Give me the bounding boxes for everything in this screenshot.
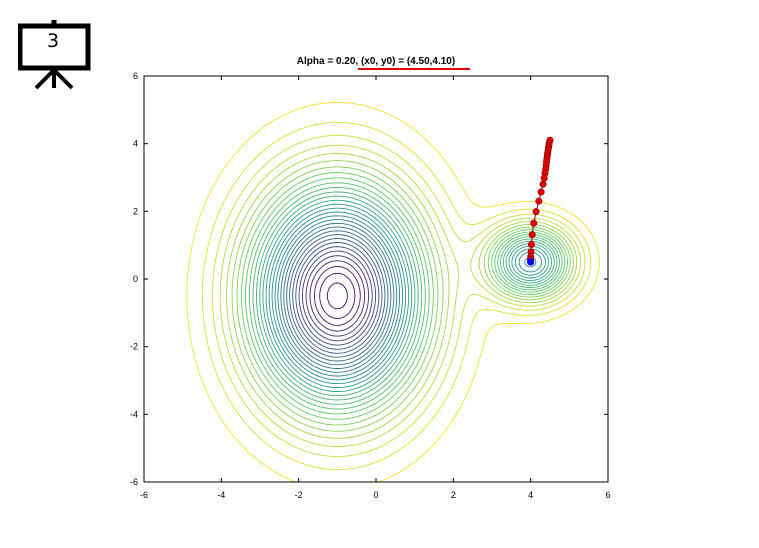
path-point: [535, 197, 543, 205]
path-point: [537, 188, 545, 196]
contour-level: [262, 199, 553, 392]
contour-level: [280, 222, 395, 369]
axis-ticks: -6 -4 -2 0 2 4 6 -6 -4 -2 0 2 4 6: [130, 71, 611, 500]
path-point: [540, 174, 548, 182]
contour-level: [256, 191, 558, 401]
y-tick-label: -2: [130, 342, 138, 352]
final-point: [527, 258, 535, 266]
contour-level: [271, 211, 543, 381]
contour-level: [305, 255, 370, 337]
x-tick-label: 2: [451, 490, 456, 500]
contour-level: [326, 282, 348, 310]
contour-level: [298, 246, 377, 346]
contour-level: [252, 187, 560, 405]
contour-level: [268, 207, 546, 385]
x-tick-label: 4: [528, 490, 533, 500]
contour-level: [226, 153, 578, 439]
contour-level: [301, 250, 373, 342]
contour-lines: [186, 102, 600, 482]
y-tick-label: 6: [133, 71, 138, 81]
contour-level: [313, 266, 361, 326]
contour-level: [248, 182, 563, 410]
contour-level: [240, 172, 568, 420]
y-tick-label: 2: [133, 206, 138, 216]
y-tick-label: -6: [130, 477, 138, 487]
contour-level: [259, 195, 555, 397]
contour-level: [245, 177, 566, 415]
y-tick-label: -4: [130, 409, 138, 419]
x-tick-label: -6: [140, 490, 148, 500]
contour-level: [295, 242, 380, 350]
presentation-board-icon: [18, 20, 91, 90]
x-tick-label: -2: [295, 490, 303, 500]
contour-level: [289, 234, 386, 358]
contour-level: [236, 166, 571, 426]
contour-level: [186, 102, 600, 482]
contour-level: [286, 230, 389, 362]
contour-level: [319, 272, 356, 319]
x-tick-label: 0: [373, 490, 378, 500]
y-tick-label: 0: [133, 274, 138, 284]
contour-level: [211, 134, 586, 457]
contour-level: [274, 215, 537, 377]
contour-level: [283, 226, 392, 366]
contour-level: [201, 121, 592, 470]
x-tick-label: -4: [217, 490, 225, 500]
y-tick-label: 4: [133, 139, 138, 149]
path-point: [527, 240, 535, 248]
slide-number: 3: [46, 30, 60, 52]
x-tick-label: 6: [605, 490, 610, 500]
descent-path: [527, 136, 554, 266]
chart-title: Alpha = 0.20, (x0, y0) = (4.50,4.10): [297, 56, 455, 67]
contour-level: [292, 238, 383, 354]
contour-level: [265, 203, 550, 388]
contour-level: [219, 144, 582, 447]
path-point: [532, 208, 540, 216]
contour-level: [309, 260, 366, 332]
contour-level: [231, 160, 574, 432]
path-point: [539, 180, 547, 188]
path-point: [528, 231, 536, 239]
contour-level: [277, 219, 398, 373]
path-point: [530, 219, 538, 227]
